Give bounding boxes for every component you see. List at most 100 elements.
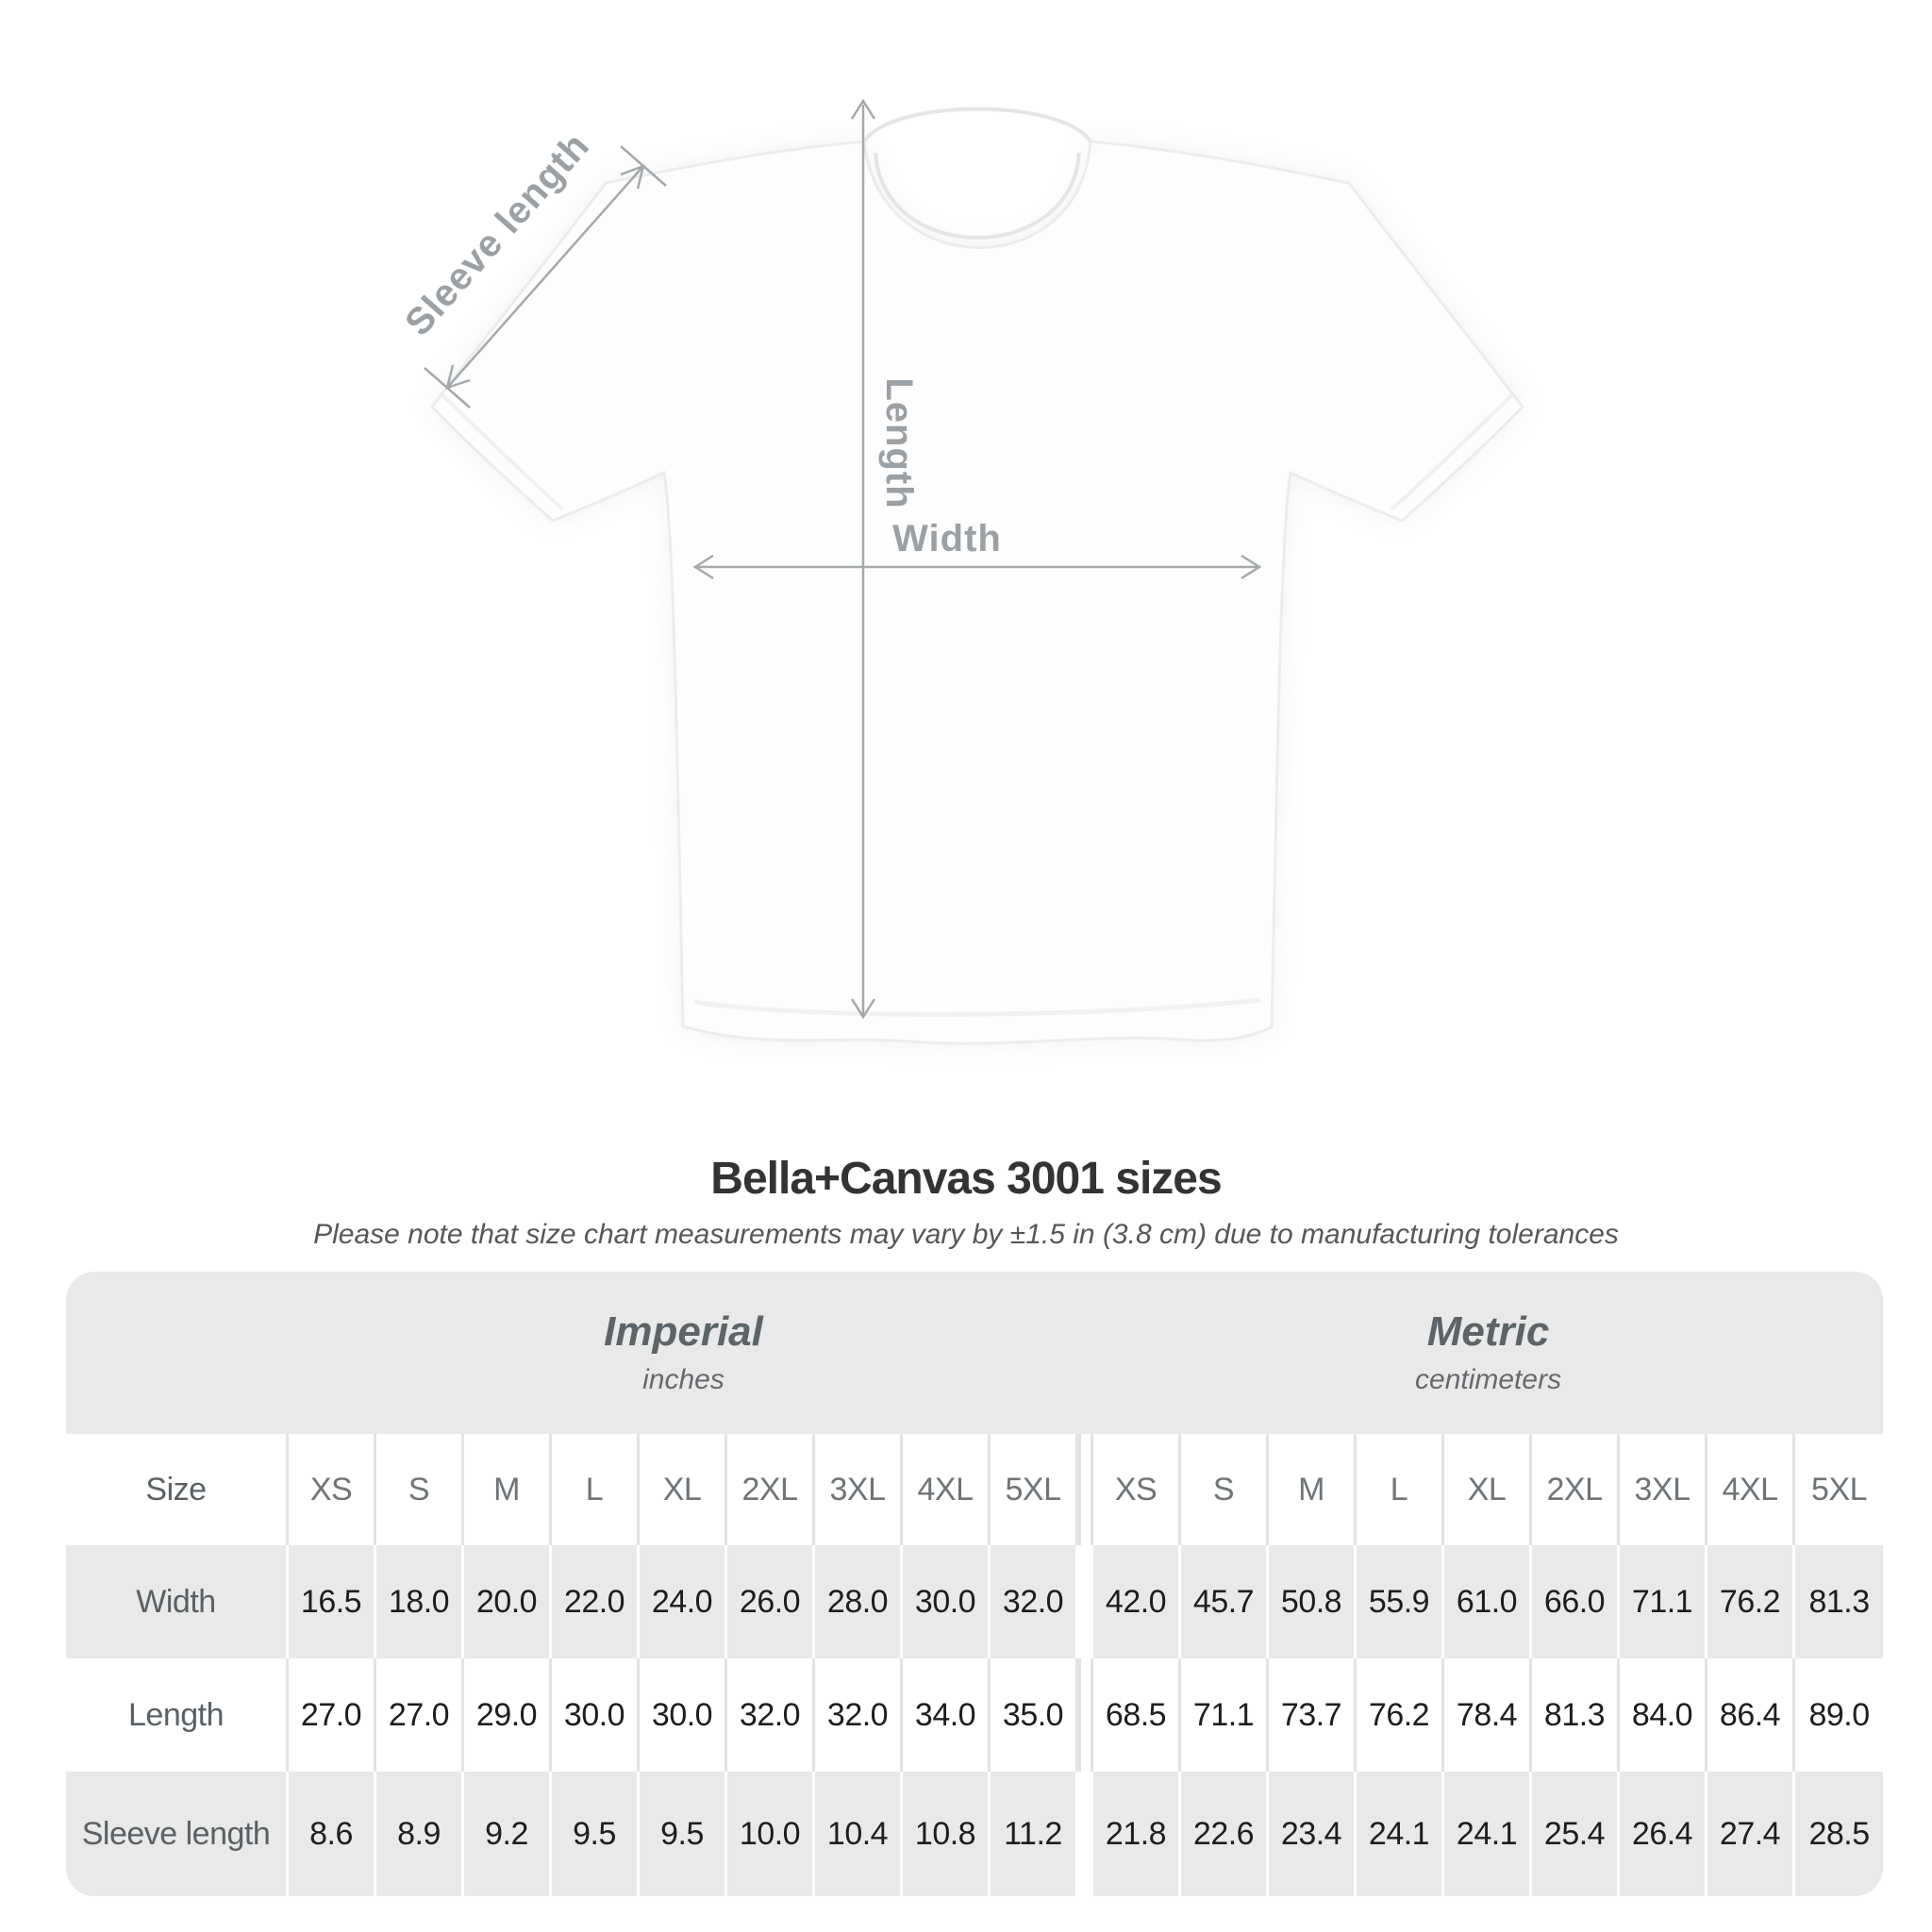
collar-back-seam — [862, 107, 1092, 143]
size-col-header: XS — [289, 1434, 376, 1545]
measurement-cell: 30.0 — [552, 1658, 640, 1772]
imperial-title: Imperial — [604, 1307, 763, 1355]
measurement-cell: 22.0 — [552, 1545, 640, 1658]
measurement-cell: 10.0 — [727, 1772, 815, 1896]
arrowhead-left-icon — [692, 554, 714, 580]
measurement-cell: 73.7 — [1269, 1658, 1357, 1772]
measurement-cell: 11.2 — [991, 1772, 1078, 1896]
unit-band-row: Imperial inches Metric centimeters — [66, 1272, 1884, 1434]
measurement-cell: 18.0 — [376, 1545, 464, 1658]
size-col-header: 5XL — [1811, 1471, 1868, 1507]
size-col-header: XS — [1093, 1434, 1181, 1545]
tshirt-measurement-diagram: Length Width Sleeve length — [397, 98, 1524, 1045]
measurement-cell: 71.1 — [1620, 1545, 1707, 1658]
size-chart-table: Imperial inches Metric centimeters Size … — [66, 1272, 1884, 1896]
measurement-cell: 45.7 — [1181, 1545, 1269, 1658]
size-col-header: 5XL — [991, 1434, 1078, 1545]
measurement-cell: 30.0 — [640, 1658, 727, 1772]
band-gap — [1078, 1272, 1093, 1434]
imperial-unit: inches — [642, 1364, 724, 1396]
width-dimension-arrow: Width — [692, 518, 1262, 580]
measurement-cell: 27.4 — [1707, 1772, 1795, 1896]
size-col-header: L — [1357, 1434, 1444, 1545]
size-col-header: S — [376, 1434, 464, 1545]
size-col-header: M — [464, 1434, 552, 1545]
measurement-cell: 89.0 — [1808, 1696, 1870, 1733]
arrowhead-up-icon — [850, 98, 876, 120]
dimension-end-tick — [620, 145, 667, 187]
page-subtitle: Please note that size chart measurements… — [313, 1219, 1619, 1250]
measurement-cell: 30.0 — [903, 1545, 991, 1658]
dimension-end-tick — [424, 367, 471, 408]
size-col-header: 4XL — [903, 1434, 991, 1545]
measurement-cell: 76.2 — [1357, 1658, 1444, 1772]
measurement-cell: 23.4 — [1269, 1772, 1357, 1896]
measurement-cell: 28.0 — [815, 1545, 903, 1658]
measurement-cell: 71.1 — [1181, 1658, 1269, 1772]
measurement-cell: 86.4 — [1707, 1658, 1795, 1772]
measurement-cell: 32.0 — [727, 1658, 815, 1772]
size-col-header: L — [552, 1434, 640, 1545]
row-label-sleeve-length: Sleeve length — [66, 1772, 289, 1896]
measurement-cell: 81.3 — [1808, 1583, 1870, 1620]
arrowhead-down-icon — [850, 998, 876, 1020]
width-row: Width 16.5 18.0 20.0 22.0 24.0 26.0 28.0 30.0 32… — [66, 1545, 1884, 1658]
measurement-cell: 35.0 — [991, 1658, 1078, 1772]
left-cuff-seam — [441, 393, 565, 511]
collar-inner-seam — [874, 152, 1081, 240]
right-cuff-seam — [1390, 393, 1514, 511]
size-col-header: 2XL — [1532, 1434, 1620, 1545]
size-corner-label: Size — [66, 1434, 289, 1545]
measurement-cell: 78.4 — [1444, 1658, 1532, 1772]
measurement-cell: 81.3 — [1532, 1658, 1620, 1772]
length-row: Length 27.0 27.0 29.0 30.0 30.0 32.0 32.0 34.0 3… — [66, 1658, 1884, 1772]
measurement-cell: 21.8 — [1093, 1772, 1181, 1896]
sleeve-length-row: Sleeve length 8.6 8.9 9.2 9.5 9.5 10.0 10.4 10.… — [66, 1772, 1884, 1896]
measurement-cell: 25.4 — [1532, 1772, 1620, 1896]
measurement-cell: 22.6 — [1181, 1772, 1269, 1896]
measurement-cell: 20.0 — [464, 1545, 552, 1658]
measurement-cell: 34.0 — [903, 1658, 991, 1772]
measurement-cell: 9.5 — [552, 1772, 640, 1896]
group-gap-spacer — [1078, 1434, 1093, 1545]
shirt-silhouette — [430, 140, 1524, 1045]
measurement-cell: 8.9 — [376, 1772, 464, 1896]
measurement-cell: 32.0 — [991, 1545, 1078, 1658]
measurement-cell: 32.0 — [815, 1658, 903, 1772]
measurement-cell: 61.0 — [1444, 1545, 1532, 1658]
measurement-cell: 42.0 — [1093, 1545, 1181, 1658]
group-gap-spacer — [1078, 1658, 1093, 1772]
size-col-header: XL — [1444, 1434, 1532, 1545]
measurement-cell: 24.1 — [1444, 1772, 1532, 1896]
size-col-header: XL — [640, 1434, 727, 1545]
measurement-cell: 9.5 — [640, 1772, 727, 1896]
size-col-header: 3XL — [815, 1434, 903, 1545]
length-label: Length — [878, 377, 920, 508]
measurement-cell: 55.9 — [1357, 1545, 1444, 1658]
group-gap-spacer — [1078, 1772, 1093, 1896]
width-label: Width — [892, 518, 1002, 559]
size-header-row: Size XS S M L XL 2XL 3XL 4XL 5XL XS S M L XL 2XL 3XL 4XL… — [66, 1434, 1884, 1545]
measurement-cell: 27.0 — [289, 1658, 376, 1772]
measurement-cell: 8.6 — [289, 1772, 376, 1896]
size-col-header: S — [1181, 1434, 1269, 1545]
metric-unit: centimeters — [1415, 1364, 1562, 1396]
row-label-length: Length — [66, 1658, 289, 1772]
measurement-cell: 27.0 — [376, 1658, 464, 1772]
measurement-cell: 24.0 — [640, 1545, 727, 1658]
metric-group-header: Metric centimeters — [1093, 1272, 1884, 1434]
tshirt-illustration — [430, 107, 1524, 1045]
measurement-cell: 10.4 — [815, 1772, 903, 1896]
measurement-cell: 26.0 — [727, 1545, 815, 1658]
size-col-header: M — [1269, 1434, 1357, 1545]
measurement-cell: 10.8 — [903, 1772, 991, 1896]
size-col-header: 3XL — [1620, 1434, 1707, 1545]
group-gap-spacer — [1078, 1545, 1093, 1658]
measurement-cell: 28.5 — [1808, 1815, 1870, 1852]
length-dimension-arrow: Length — [850, 98, 920, 1020]
measurement-cell: 84.0 — [1620, 1658, 1707, 1772]
measurement-cell: 16.5 — [289, 1545, 376, 1658]
bottom-hem-seam — [693, 997, 1261, 1017]
page-title: Bella+Canvas 3001 sizes — [710, 1154, 1222, 1204]
measurement-cell: 26.4 — [1620, 1772, 1707, 1896]
